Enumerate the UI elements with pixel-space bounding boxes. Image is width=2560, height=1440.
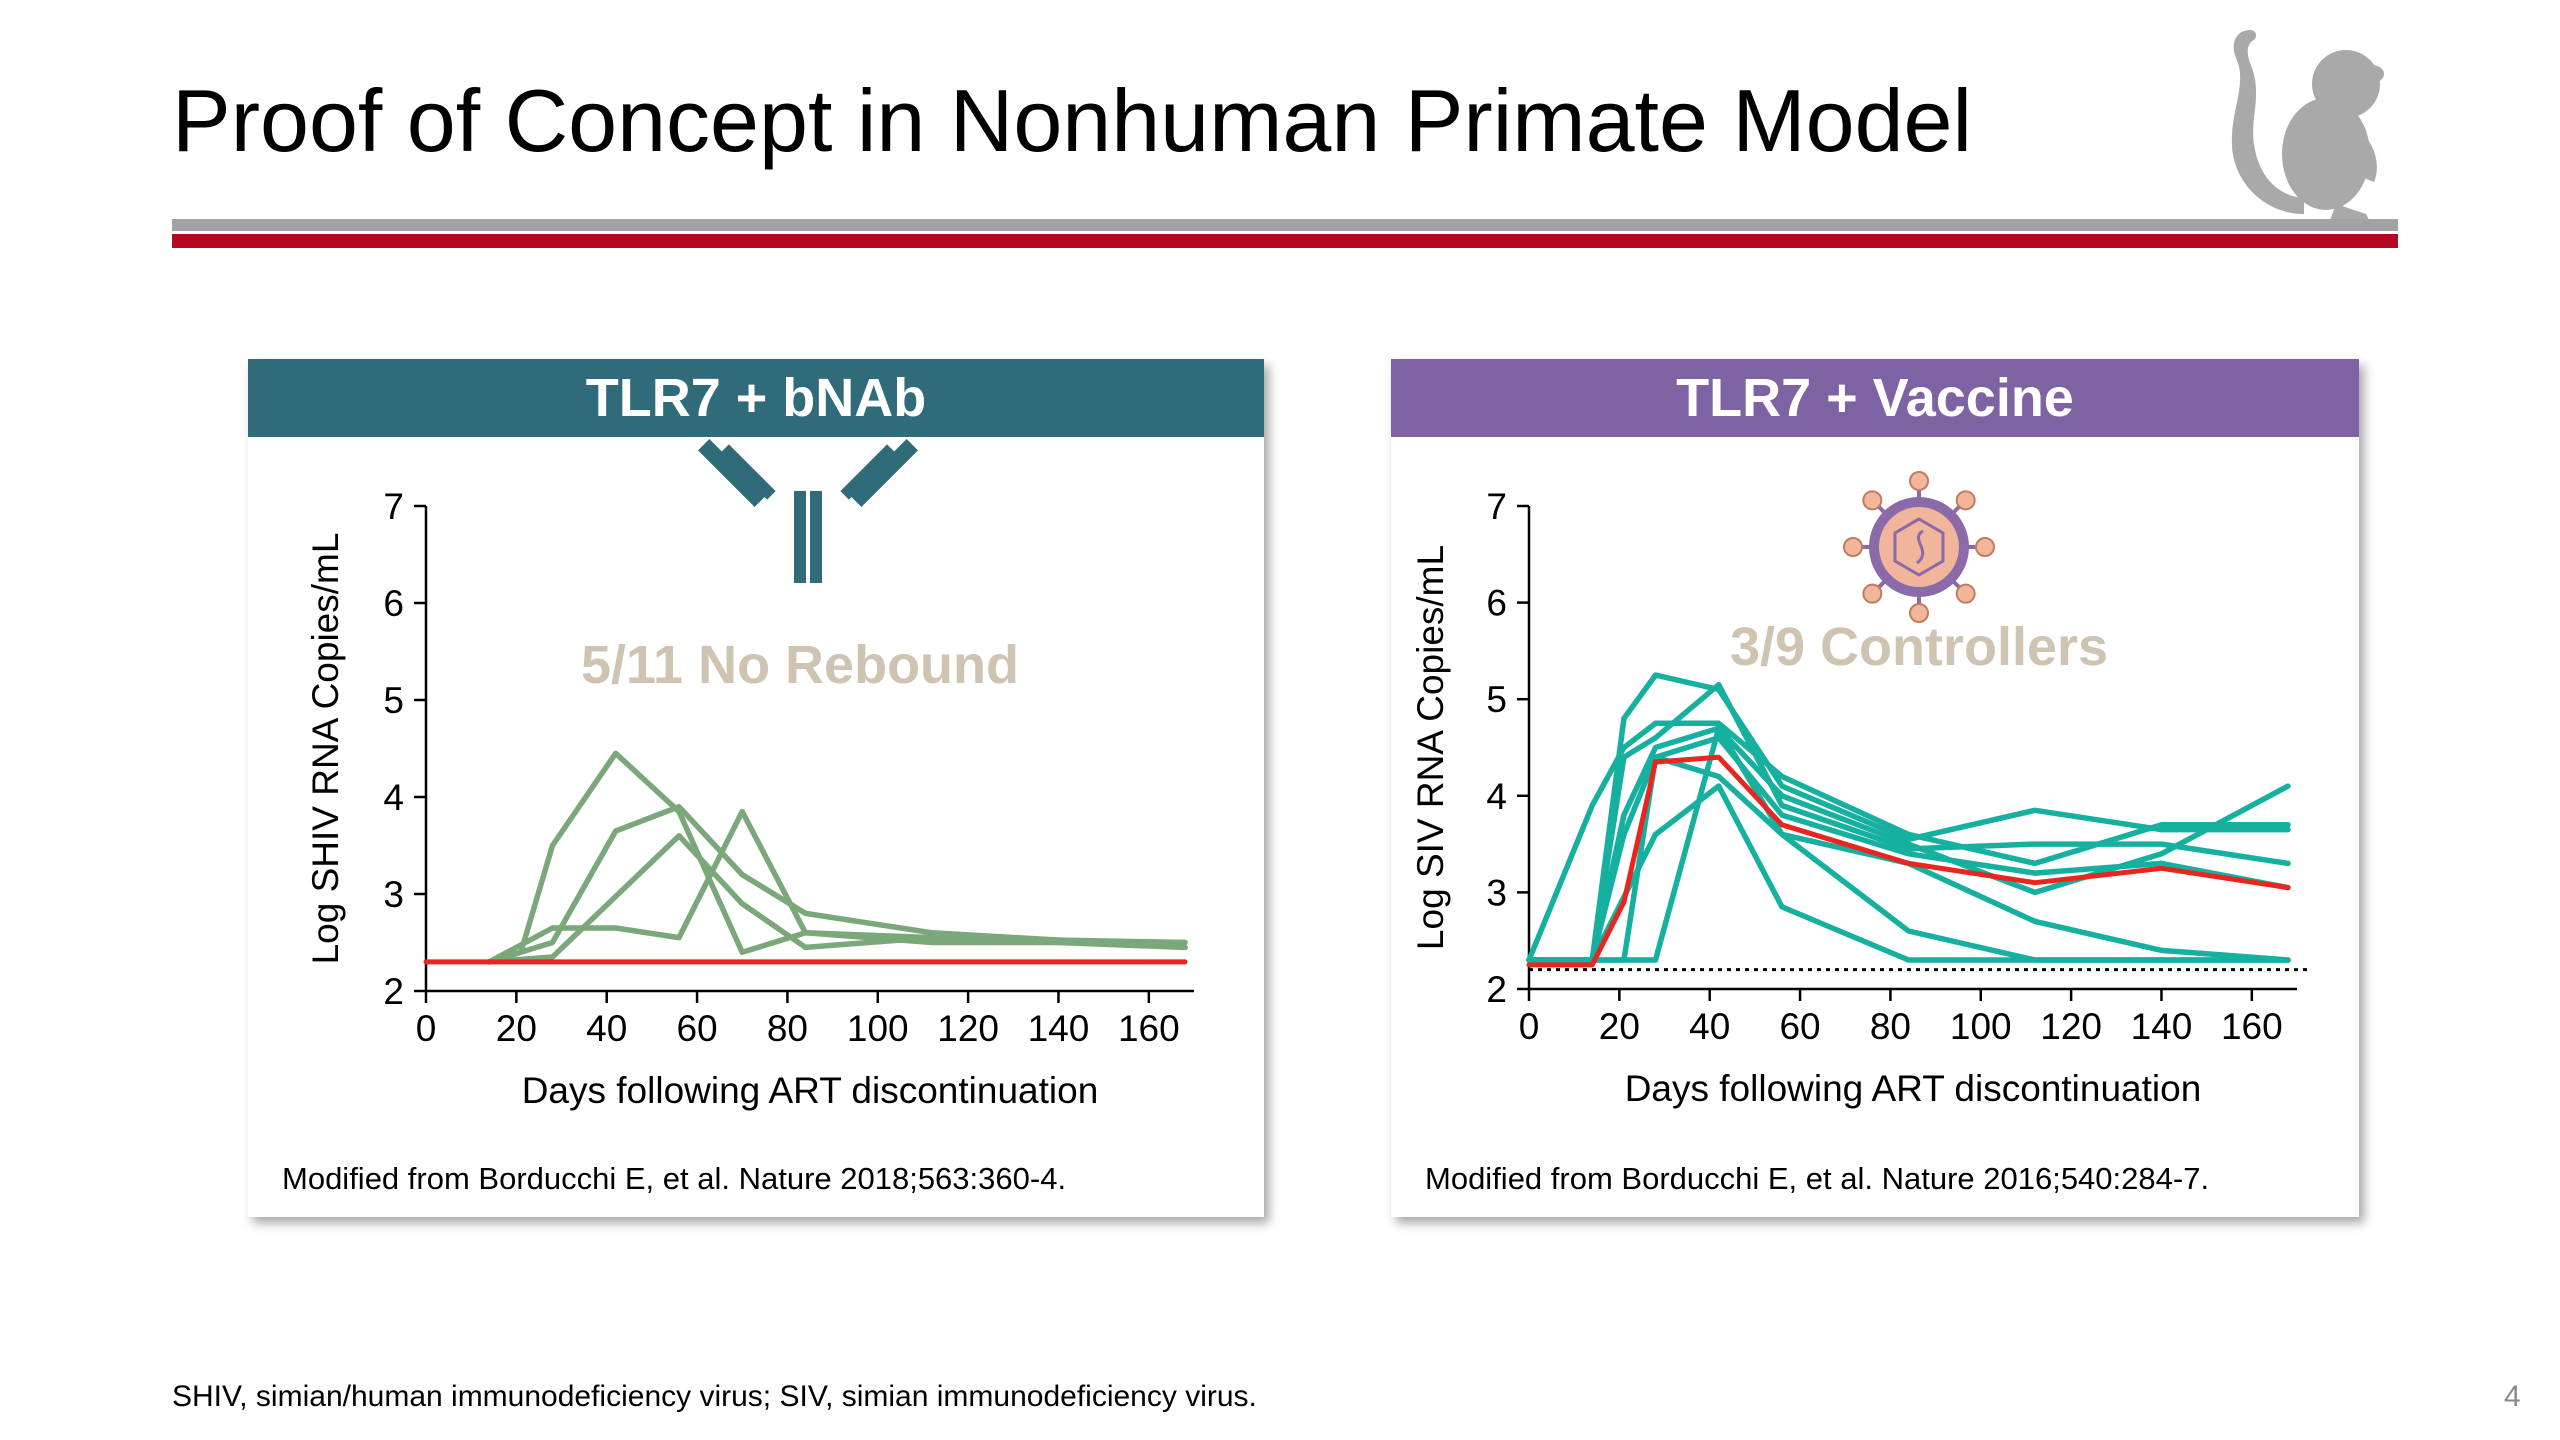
y-tick-label: 2 xyxy=(1486,969,1507,1010)
x-tick-label: 160 xyxy=(1118,1008,1180,1049)
y-tick-label: 6 xyxy=(1486,583,1507,624)
x-tick-label: 60 xyxy=(676,1008,717,1049)
x-tick-label: 80 xyxy=(1870,1006,1911,1047)
y-tick-label: 4 xyxy=(1486,776,1507,817)
citation: Modified from Borducchi E, et al. Nature… xyxy=(282,1161,1067,1196)
y-tick-label: 3 xyxy=(1486,872,1507,913)
title-rule-red xyxy=(172,234,2398,248)
virus-spike-knob xyxy=(1862,490,1883,511)
antibody-arm xyxy=(840,444,896,500)
antibody-icon xyxy=(698,439,918,583)
antibody-arm xyxy=(698,439,766,507)
series-line-red xyxy=(1526,754,2291,968)
antibody-heavy-chain xyxy=(794,491,806,583)
y-tick-label: 5 xyxy=(383,680,404,721)
x-tick-label: 40 xyxy=(586,1008,627,1049)
y-tick-label: 7 xyxy=(1486,486,1507,527)
x-axis-label: Days following ART discontinuation xyxy=(522,1070,1099,1111)
series-line-green xyxy=(486,803,1188,965)
virus-spike-knob xyxy=(1955,583,1976,604)
y-tick-label: 7 xyxy=(383,486,404,527)
antibody-heavy-chain xyxy=(810,491,822,583)
x-tick-label: 140 xyxy=(2131,1006,2193,1047)
page-title: Proof of Concept in Nonhuman Primate Mod… xyxy=(172,71,1973,170)
y-axis-label: Log SHIV RNA Copies/mL xyxy=(305,533,346,965)
monkey-icon xyxy=(2231,30,2384,226)
series-line-teal xyxy=(1526,672,2291,963)
annotation-label: 3/9 Controllers xyxy=(1730,617,2108,677)
virus-rna xyxy=(1915,529,1925,565)
y-tick-label: 4 xyxy=(383,777,404,818)
virus-capsid xyxy=(1879,507,1959,587)
title-rule-gray xyxy=(172,219,2398,231)
x-tick-label: 120 xyxy=(937,1008,999,1049)
antibody-arm xyxy=(720,444,776,500)
series-line-teal xyxy=(1526,720,2291,963)
panel-tlr7-vaccine: TLR7 + Vaccine 3/9 Controllers 2 3 4 5 6 7 0 20 4… xyxy=(1391,359,2359,1217)
y-tick-label: 3 xyxy=(383,874,404,915)
x-tick-label: 60 xyxy=(1779,1006,1820,1047)
series-line-green xyxy=(486,833,1188,965)
y-axis-label: Log SIV RNA Copies/mL xyxy=(1410,545,1451,950)
x-tick-label: 100 xyxy=(847,1008,909,1049)
x-tick-label: 120 xyxy=(2040,1006,2102,1047)
line-chart: 3/9 Controllers 2 3 4 5 6 7 0 20 40 60 80 100 120 140 1… xyxy=(1410,471,2311,1109)
virus-spike-knob xyxy=(1843,537,1863,557)
x-tick-label: 0 xyxy=(416,1008,437,1049)
x-tick-label: 20 xyxy=(496,1008,537,1049)
virus-spike-knob xyxy=(1975,537,1995,557)
virus-icon xyxy=(1843,471,1995,623)
virus-spike-knob xyxy=(1909,471,1929,491)
citation: Modified from Borducchi E, et al. Nature… xyxy=(1425,1161,2210,1196)
x-tick-label: 80 xyxy=(767,1008,808,1049)
y-tick-label: 2 xyxy=(383,971,404,1012)
x-tick-label: 0 xyxy=(1519,1006,1540,1047)
virus-spike-knob xyxy=(1955,490,1976,511)
y-tick-label: 6 xyxy=(383,583,404,624)
x-tick-label: 40 xyxy=(1689,1006,1730,1047)
line-chart: 5/11 No Rebound 2 3 4 5 6 7 0 20 40 60 80 100 120 140 1… xyxy=(305,439,1194,1111)
series-line-green xyxy=(486,750,1188,965)
footnote: SHIV, simian/human immunodeficiency viru… xyxy=(172,1380,1257,1413)
x-tick-label: 100 xyxy=(1950,1006,2012,1047)
virus-spike-knob xyxy=(1909,603,1929,623)
page-number: 4 xyxy=(2504,1380,2521,1413)
annotation-label: 5/11 No Rebound xyxy=(581,635,1019,695)
virus-spike-knob xyxy=(1862,583,1883,604)
panel-header: TLR7 + Vaccine xyxy=(1391,359,2359,437)
panel-header: TLR7 + bNAb xyxy=(248,359,1264,437)
virus-core xyxy=(1893,517,1945,577)
x-tick-label: 160 xyxy=(2221,1006,2283,1047)
x-tick-label: 140 xyxy=(1028,1008,1090,1049)
antibody-arm xyxy=(850,439,918,507)
y-tick-label: 5 xyxy=(1486,679,1507,720)
x-tick-label: 20 xyxy=(1599,1006,1640,1047)
series-line-teal xyxy=(1526,754,2291,963)
x-axis-label: Days following ART discontinuation xyxy=(1625,1068,2202,1109)
panel-tlr7-bnab: TLR7 + bNAb 5/11 No Rebound 2 3 4 5 6 7 0 20 40 60… xyxy=(248,359,1264,1217)
